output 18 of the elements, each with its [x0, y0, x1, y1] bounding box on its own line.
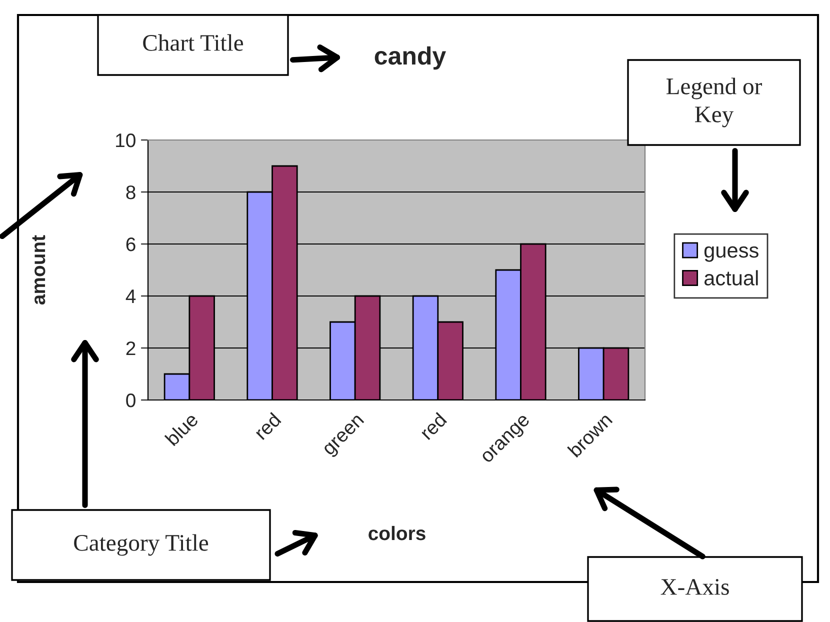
chart-title: candy: [374, 46, 446, 70]
y-axis-title: amount: [32, 235, 46, 305]
text: Chart Title: [143, 34, 244, 51]
text: X-Axis: [660, 579, 729, 595]
y-tick-label: 6: [126, 237, 136, 252]
y-tick-label: 4: [126, 290, 136, 304]
text: Category Title: [74, 534, 208, 556]
legend-label: actual: [704, 270, 758, 286]
y-tick-label: 10: [116, 133, 136, 148]
x-tick-label: red: [418, 412, 448, 440]
text: Legend or Key: [666, 78, 762, 128]
y-tick-label: 0: [126, 393, 136, 408]
x-tick-label: red: [253, 412, 282, 440]
x-tick-label: blue: [164, 412, 199, 446]
y-tick-label: 8: [126, 185, 136, 200]
x-axis-title: colors: [368, 526, 426, 540]
legend-label: guess: [704, 246, 758, 262]
y-tick-label: 2: [126, 341, 136, 356]
